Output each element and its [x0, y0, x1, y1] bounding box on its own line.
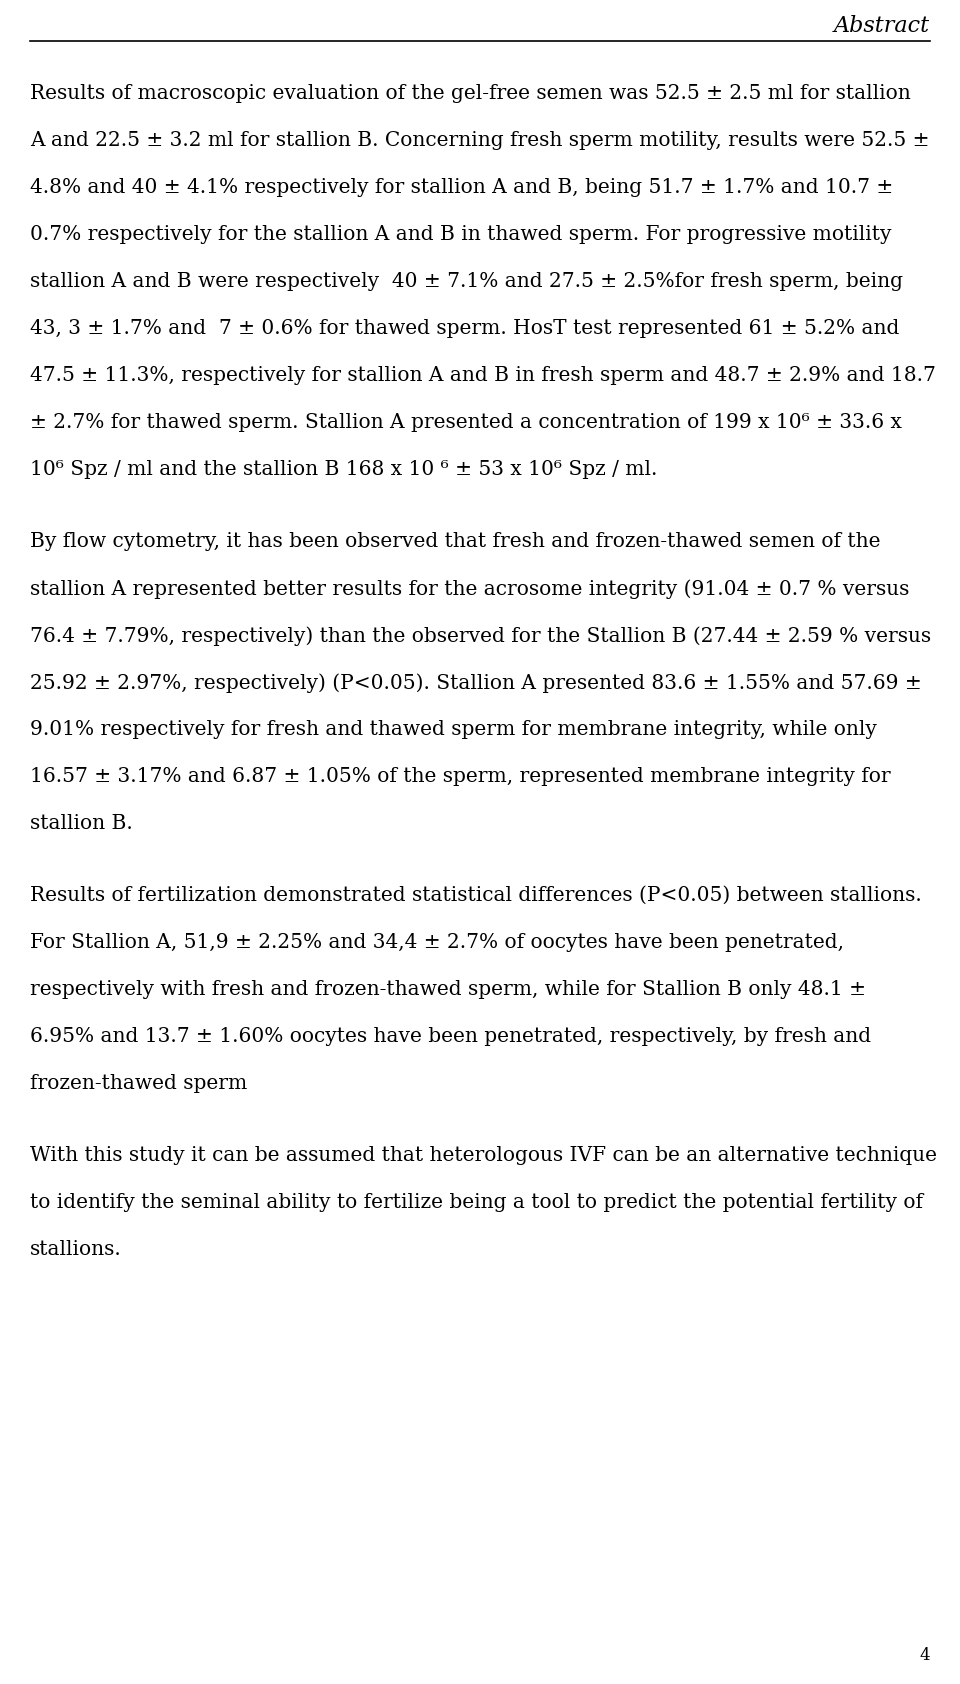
Text: stallion A and B were respectively  40 ± 7.1% and 27.5 ± 2.5%for fresh sperm, be: stallion A and B were respectively 40 ± … — [30, 273, 903, 291]
Text: For Stallion A, 51,9 ± 2.25% and 34,4 ± 2.7% of oocytes have been penetrated,: For Stallion A, 51,9 ± 2.25% and 34,4 ± … — [30, 933, 844, 951]
Text: Abstract: Abstract — [834, 15, 930, 37]
Text: 4.8% and 40 ± 4.1% respectively for stallion A and B, being 51.7 ± 1.7% and 10.7: 4.8% and 40 ± 4.1% respectively for stal… — [30, 179, 893, 197]
Text: With this study it can be assumed that heterologous IVF can be an alternative te: With this study it can be assumed that h… — [30, 1147, 937, 1165]
Text: 43, 3 ± 1.7% and  7 ± 0.6% for thawed sperm. HosT test represented 61 ± 5.2% and: 43, 3 ± 1.7% and 7 ± 0.6% for thawed spe… — [30, 318, 900, 338]
Text: 25.92 ± 2.97%, respectively) (P<0.05). Stallion A presented 83.6 ± 1.55% and 57.: 25.92 ± 2.97%, respectively) (P<0.05). S… — [30, 674, 922, 692]
Text: stallion B.: stallion B. — [30, 813, 132, 834]
Text: 6.95% and 13.7 ± 1.60% oocytes have been penetrated, respectively, by fresh and: 6.95% and 13.7 ± 1.60% oocytes have been… — [30, 1027, 871, 1046]
Text: 4: 4 — [920, 1647, 930, 1664]
Text: respectively with fresh and frozen-thawed sperm, while for Stallion B only 48.1 : respectively with fresh and frozen-thawe… — [30, 980, 866, 999]
Text: 76.4 ± 7.79%, respectively) than the observed for the Stallion B (27.44 ± 2.59 %: 76.4 ± 7.79%, respectively) than the obs… — [30, 626, 931, 645]
Text: 16.57 ± 3.17% and 6.87 ± 1.05% of the sperm, represented membrane integrity for: 16.57 ± 3.17% and 6.87 ± 1.05% of the sp… — [30, 766, 891, 786]
Text: 10⁶ Spz / ml and the stallion B 168 x 10 ⁶ ± 53 x 10⁶ Spz / ml.: 10⁶ Spz / ml and the stallion B 168 x 10… — [30, 460, 658, 478]
Text: Results of fertilization demonstrated statistical differences (P<0.05) between s: Results of fertilization demonstrated st… — [30, 886, 922, 904]
Text: stallions.: stallions. — [30, 1239, 122, 1260]
Text: ± 2.7% for thawed sperm. Stallion A presented a concentration of 199 x 10⁶ ± 33.: ± 2.7% for thawed sperm. Stallion A pres… — [30, 413, 901, 433]
Text: frozen-thawed sperm: frozen-thawed sperm — [30, 1074, 248, 1093]
Text: By flow cytometry, it has been observed that fresh and frozen-thawed semen of th: By flow cytometry, it has been observed … — [30, 532, 880, 551]
Text: to identify the seminal ability to fertilize being a tool to predict the potenti: to identify the seminal ability to ferti… — [30, 1192, 923, 1212]
Text: 47.5 ± 11.3%, respectively for stallion A and B in fresh sperm and 48.7 ± 2.9% a: 47.5 ± 11.3%, respectively for stallion … — [30, 365, 936, 386]
Text: 0.7% respectively for the stallion A and B in thawed sperm. For progressive moti: 0.7% respectively for the stallion A and… — [30, 226, 892, 244]
Text: A and 22.5 ± 3.2 ml for stallion B. Concerning fresh sperm motility, results wer: A and 22.5 ± 3.2 ml for stallion B. Conc… — [30, 131, 929, 150]
Text: Results of macroscopic evaluation of the gel-free semen was 52.5 ± 2.5 ml for st: Results of macroscopic evaluation of the… — [30, 84, 911, 103]
Text: 9.01% respectively for fresh and thawed sperm for membrane integrity, while only: 9.01% respectively for fresh and thawed … — [30, 721, 876, 739]
Text: stallion A represented better results for the acrosome integrity (91.04 ± 0.7 % : stallion A represented better results fo… — [30, 579, 909, 598]
